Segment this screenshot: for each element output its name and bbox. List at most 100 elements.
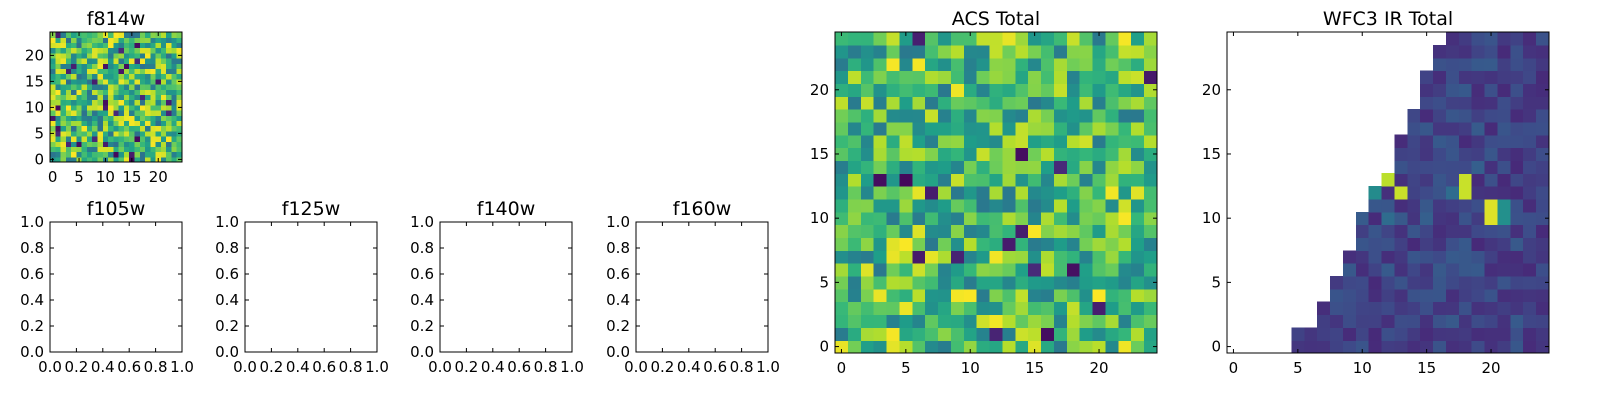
heatmap-cell [60,73,67,80]
x-tick-label: 0 [837,359,847,377]
heatmap-cell [1342,301,1357,316]
heatmap-cell [1144,301,1158,316]
heatmap-cell [55,58,62,64]
y-tick-label: 20 [1202,81,1221,99]
heatmap-cell [60,37,67,43]
heatmap-cell [50,89,56,95]
heatmap-cell [129,89,136,95]
heatmap-cell [71,151,77,158]
heatmap-cell [1131,44,1145,59]
heatmap-cell [1118,186,1132,200]
x-tick-label: 0.2 [454,358,478,376]
heatmap-cell [71,156,77,163]
heatmap-cell [71,146,77,153]
heatmap-cell [1015,70,1029,84]
heatmap-cell [1433,327,1447,341]
heatmap-cell [92,141,99,147]
heatmap-cell [1536,301,1550,316]
heatmap-cell [938,288,952,303]
heatmap-cell [118,37,125,43]
heatmap-cell [925,109,939,123]
heatmap-cell [1304,327,1318,341]
heatmap-cell [155,73,162,80]
heatmap-cell [1471,134,1486,149]
heatmap-cell [129,110,136,116]
heatmap-cell [1002,134,1016,149]
heatmap-cell [81,37,88,43]
heatmap-cell [60,146,67,153]
heatmap-cell [1484,83,1499,97]
x-tick-label: 1.0 [170,358,194,376]
heatmap-cell [166,156,173,163]
panel-title: f140w [477,198,536,220]
heatmap-cell [835,32,849,46]
heatmap-cell [113,58,120,64]
heatmap-cell [1510,83,1524,97]
heatmap-cell [1015,263,1029,277]
heatmap-cell [1342,340,1357,354]
heatmap-cell [55,125,62,132]
heatmap-cell [1471,263,1486,277]
y-tick-label: 0.2 [20,317,44,335]
heatmap-cell [65,89,72,95]
heatmap-cell [65,104,72,111]
heatmap-cell [1368,186,1383,200]
heatmap-cell [1484,57,1499,72]
heatmap-cell [97,130,104,137]
heatmap-cell [123,115,130,121]
heatmap-cell [860,224,875,239]
x-tick-label: 0.4 [677,358,701,376]
y-tick-label: 0.2 [410,317,434,335]
heatmap-cell [71,110,77,116]
heatmap-cell [139,104,146,111]
heatmap-cell [113,110,120,116]
heatmap-cell [1015,134,1029,149]
heatmap-cell [1497,160,1511,174]
heatmap-cell [166,146,173,153]
y-tick-label: 0.6 [20,265,44,283]
heatmap-cell [886,263,900,277]
heatmap-cell [1510,57,1524,72]
heatmap-cell [1536,314,1550,328]
heatmap-cell [873,198,888,213]
heatmap-cell [976,32,991,46]
heatmap-cell [1458,96,1473,110]
y-tick-label: 0.0 [20,343,44,361]
heatmap-cell [166,104,173,111]
heatmap-cell [160,115,167,121]
heatmap-cell [847,301,862,316]
heatmap-cell [81,89,88,95]
heatmap-cell [1028,121,1042,136]
heatmap-cell [1497,340,1511,354]
heatmap-cell [71,120,77,127]
heatmap-cell [81,94,88,101]
heatmap-cell [166,68,173,75]
heatmap-cell [847,134,862,149]
heatmap-cell [938,314,952,328]
heatmap-cell [129,73,136,80]
heatmap-cell [171,120,178,127]
heatmap-cell [899,224,913,239]
heatmap-cell [976,186,991,200]
heatmap-cell [86,52,93,59]
heatmap-cell [55,94,62,101]
heatmap-cell [1536,211,1550,226]
heatmap-cell [92,146,99,153]
heatmap-cell [1445,263,1460,277]
heatmap-cell [92,32,99,38]
heatmap-cell [86,151,93,158]
heatmap-cell [118,99,125,106]
heatmap-cell [1144,83,1158,97]
heatmap-cell [1497,121,1511,136]
heatmap-cell [1053,327,1068,341]
heatmap-cell [139,37,146,43]
heatmap-cell [1131,211,1145,226]
heatmap-cell [86,47,93,54]
heatmap-cell [1484,263,1499,277]
heatmap-cell [108,125,114,132]
heatmap-cell [171,125,178,132]
heatmap-cell [1105,288,1119,303]
heatmap-cell [1041,224,1055,239]
heatmap-cell [1381,314,1396,328]
heatmap-cell [176,120,183,127]
